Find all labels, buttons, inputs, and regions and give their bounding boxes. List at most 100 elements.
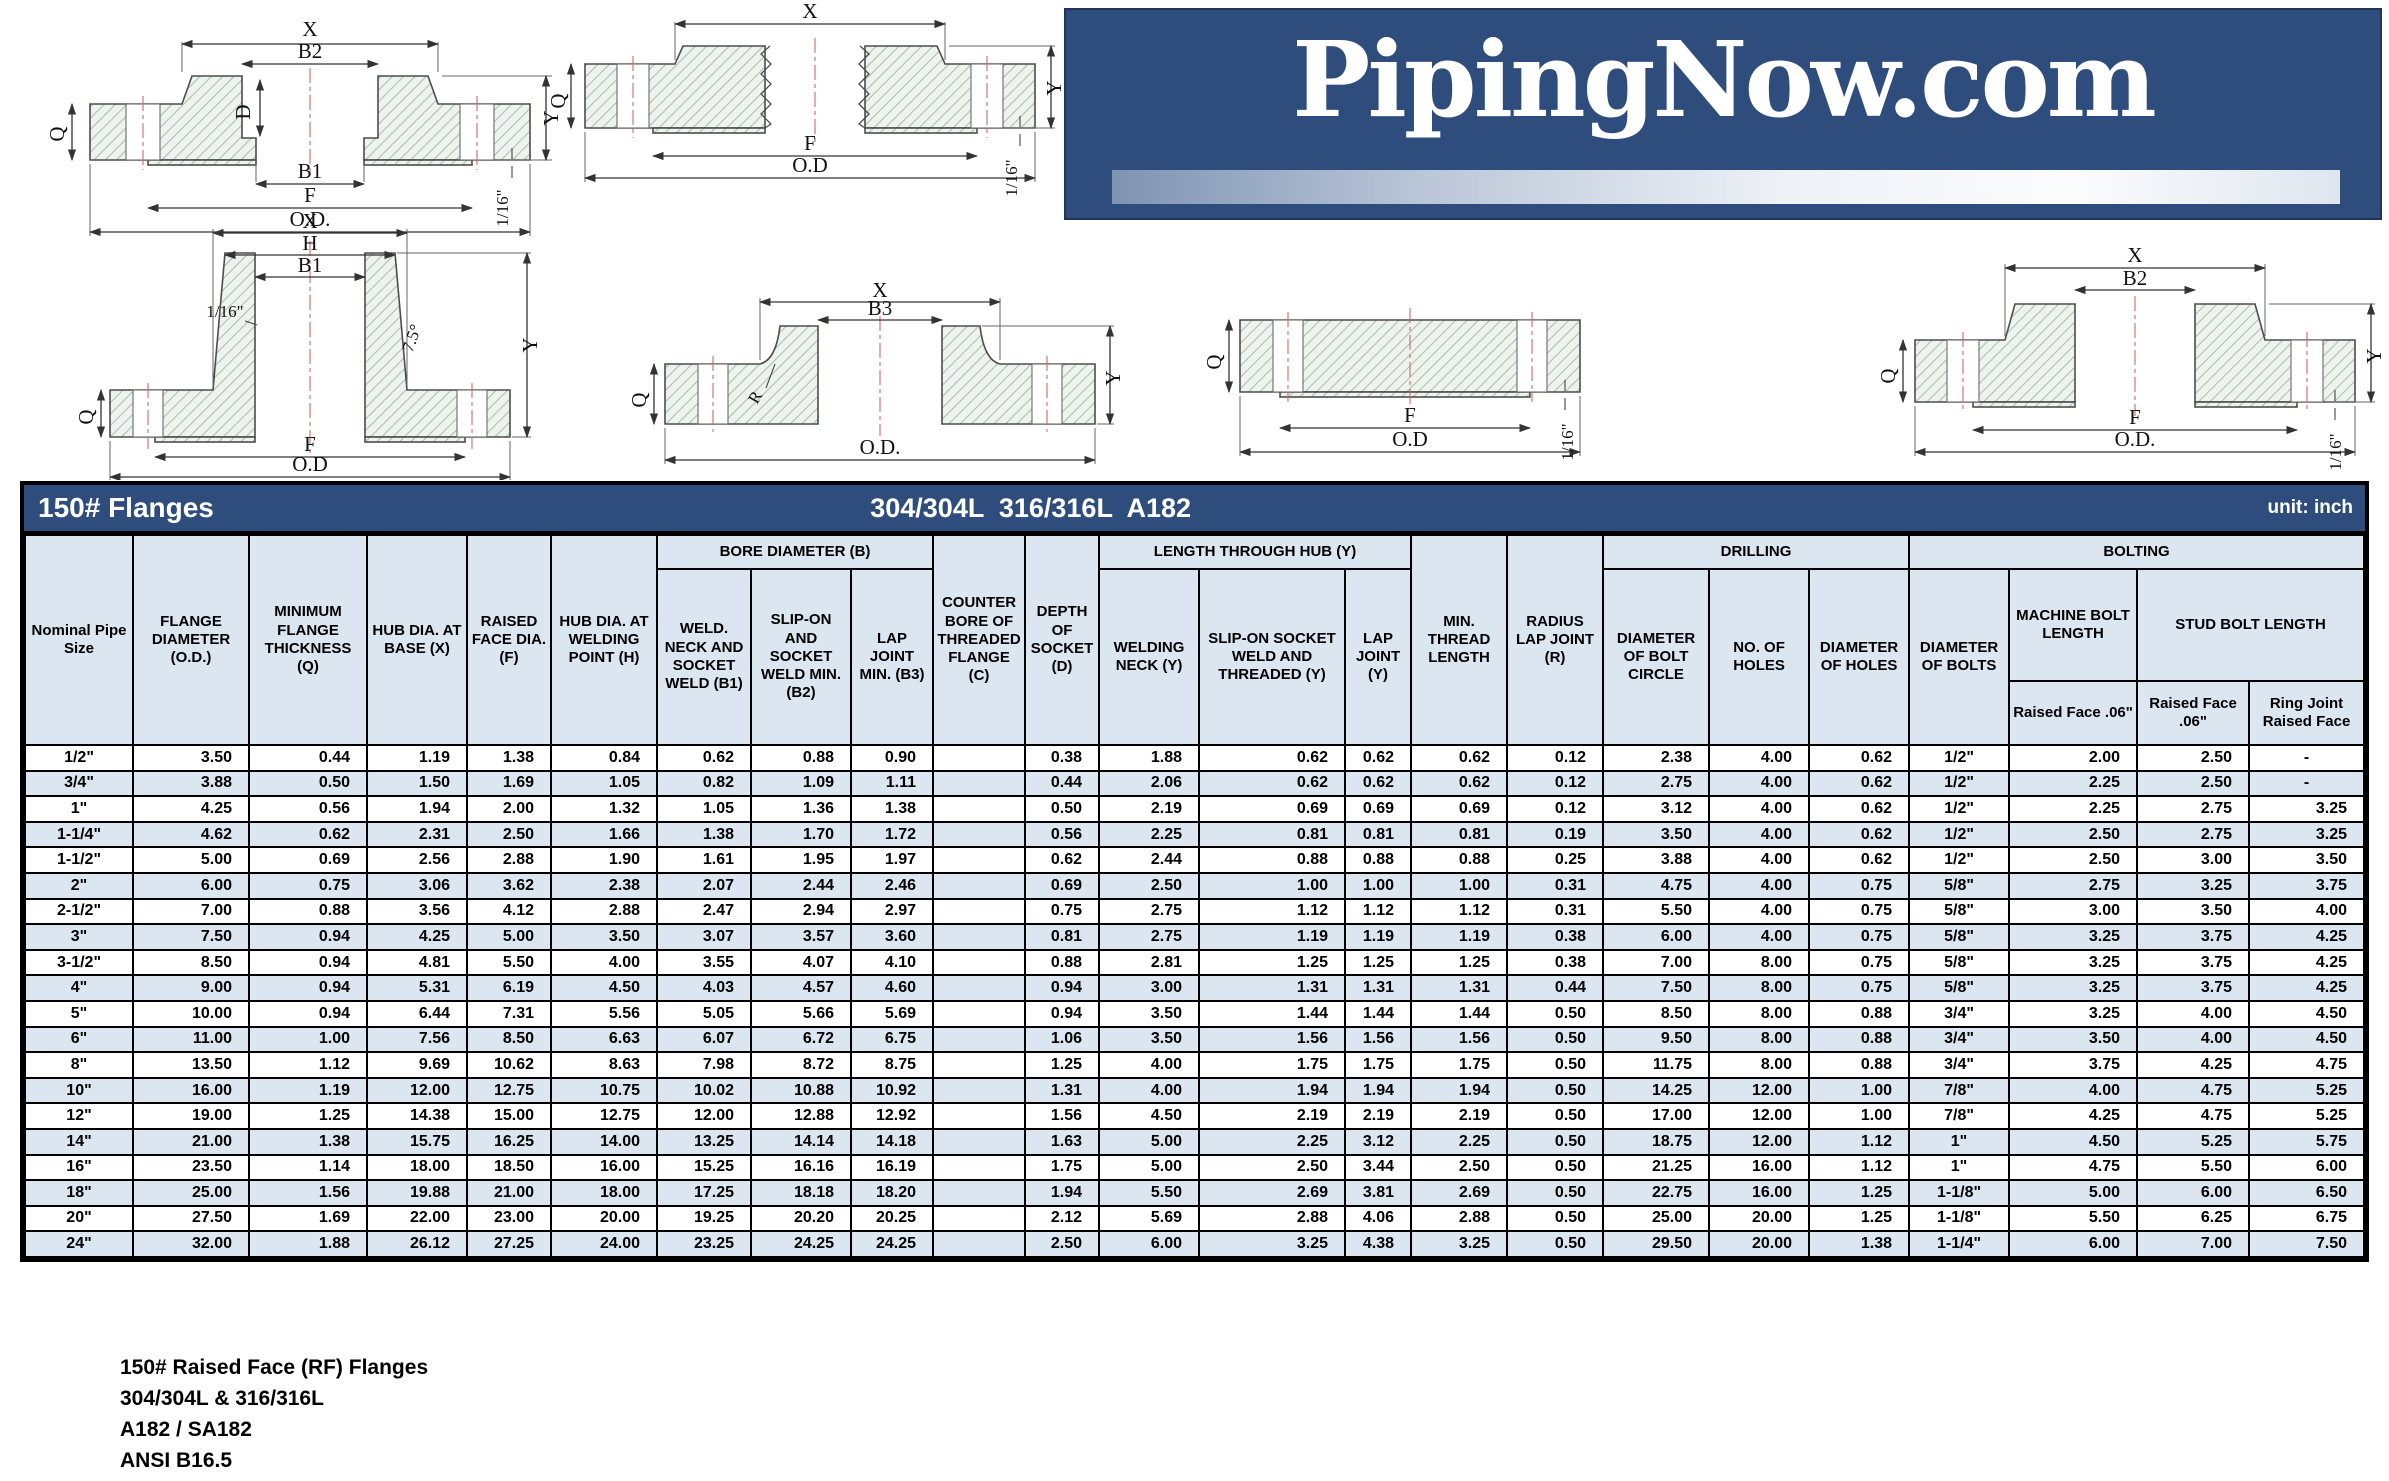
table-cell: 4.50 — [2248, 1025, 2365, 1054]
table-cell: 5.00 — [1098, 1153, 1201, 1182]
dim-label: Q — [1202, 354, 1226, 369]
table-cell: 10.75 — [550, 1076, 658, 1105]
table-cell: 1" — [1908, 1153, 2011, 1182]
table-cell: 0.75 — [1808, 897, 1911, 926]
table-row: 3/4" 3.88 0.50 1.50 1.69 1.05 0.82 1.09 1.11 0.44… — [24, 769, 2365, 798]
table-cell: 7.50 — [132, 923, 250, 951]
col-header-diameter-of-holes: DIAMETER OF HOLES — [1808, 568, 1911, 746]
table-cell: 12.00 — [1708, 1076, 1811, 1105]
table-cell: 24.00 — [550, 1230, 658, 1258]
table-row: 1" 4.25 0.56 1.94 2.00 1.32 1.05 1.36 1.38 0.50 2.… — [24, 795, 2365, 823]
table-cell: 1.88 — [248, 1230, 368, 1258]
footer-line: 150# Raised Face (RF) Flanges — [120, 1356, 429, 1379]
table-cell: 3.25 — [2248, 795, 2365, 823]
table-cell: 2.88 — [550, 897, 658, 926]
table-cell: 5.50 — [1098, 1179, 1201, 1207]
table-cell: - — [2248, 744, 2365, 772]
table-cell: 21.25 — [1602, 1153, 1711, 1182]
table-cell: 20.00 — [1708, 1230, 1811, 1258]
table-cell: 2.75 — [1602, 769, 1711, 798]
dim-label: F — [1404, 403, 1416, 427]
table-cell — [932, 1179, 1027, 1207]
table-cell: 0.69 — [248, 846, 368, 874]
footer-line: A182 / SA182 — [120, 1418, 252, 1441]
table-cell: 3.50 — [2008, 1025, 2139, 1054]
table-cell: 1.56 — [1344, 1025, 1413, 1054]
table-row: 18" 25.00 1.56 19.88 21.00 18.00 17.25 18.18 18.… — [24, 1179, 2365, 1207]
table-cell: 2.19 — [1198, 1102, 1347, 1130]
col-header-radius-lap-joint: RADIUS LAP JOINT (R) — [1506, 534, 1605, 746]
table-cell: 0.12 — [1506, 795, 1605, 823]
dim-label: D — [231, 104, 255, 119]
dim-label: 1/16" — [1558, 423, 1577, 460]
table-row: 24" 32.00 1.88 26.12 27.25 24.00 23.25 24.25 24.… — [24, 1230, 2365, 1258]
table-cell: 3.88 — [1602, 846, 1711, 874]
table-row: 3-1/2" 8.50 0.94 4.81 5.50 4.00 3.55 4.07 4.10 0.… — [24, 948, 2365, 977]
table-cell: 4.10 — [849, 948, 935, 977]
table-cell: 5/8" — [1908, 871, 2011, 900]
table-cell: 0.81 — [1410, 820, 1509, 849]
table-cell: 2.00 — [466, 795, 552, 823]
table-cell: 4.75 — [1602, 871, 1711, 900]
table-cell: 1.44 — [1198, 999, 1347, 1028]
table-cell: 5.56 — [550, 999, 658, 1028]
table-row: 10" 16.00 1.19 12.00 12.75 10.75 10.02 10.88 10.… — [24, 1076, 2365, 1105]
table-cell: 3.12 — [1602, 795, 1711, 823]
table-cell: 0.62 — [1344, 744, 1413, 772]
table-cell: 0.38 — [1024, 744, 1101, 772]
table-cell: 3.56 — [366, 897, 468, 926]
table-cell: 1.36 — [750, 795, 852, 823]
dim-label: Y — [518, 337, 542, 352]
table-cell: 0.81 — [1024, 923, 1101, 951]
table-cell: 1.00 — [1808, 1076, 1911, 1105]
table-cell: 3/4" — [1908, 999, 2011, 1028]
table-cell: 4" — [24, 974, 134, 1002]
table-cell: 3.50 — [1098, 999, 1201, 1028]
table-cell: 0.44 — [1024, 769, 1101, 798]
table-cell: 4.25 — [2008, 1102, 2139, 1130]
table-cell: 5.75 — [2248, 1127, 2365, 1156]
table-cell: 1" — [24, 795, 134, 823]
table-cell: 2.50 — [2136, 769, 2251, 798]
table-cell: 1.38 — [1808, 1230, 1911, 1258]
table-cell: 0.12 — [1506, 744, 1605, 772]
table-cell: 3.00 — [1098, 974, 1201, 1002]
table-cell: 0.44 — [1506, 974, 1605, 1002]
table-cell: 8.00 — [1708, 974, 1811, 1002]
table-cell: 1.88 — [1098, 744, 1201, 772]
table-cell: 3.50 — [1602, 820, 1711, 849]
dim-label: O.D — [792, 153, 828, 177]
table-cell: 6.07 — [656, 1025, 752, 1054]
dim-label: O.D. — [860, 435, 901, 459]
table-cell: 0.88 — [1808, 1051, 1911, 1079]
table-cell: 1.90 — [550, 846, 658, 874]
table-cell: 2.44 — [750, 871, 852, 900]
table-cell: 0.88 — [1808, 1025, 1911, 1054]
flange-table-body: 1/2" 3.50 0.44 1.19 1.38 0.84 0.62 0.88 0.90 0.38… — [24, 744, 2365, 1258]
dim-label: Y — [1101, 370, 1125, 385]
dim-label: Q — [45, 126, 69, 141]
table-cell: 1.44 — [1410, 999, 1509, 1028]
table-cell: 0.56 — [1024, 820, 1101, 849]
table-cell: 5.69 — [849, 999, 935, 1028]
table-cell: 5.50 — [1602, 897, 1711, 926]
table-cell: 1.44 — [1344, 999, 1413, 1028]
table-cell: 0.88 — [248, 897, 368, 926]
table-cell: 5.31 — [366, 974, 468, 1002]
logo-text: PipingNow.com — [1292, 18, 2157, 141]
table-cell: 24.25 — [750, 1230, 852, 1258]
table-cell: 6.44 — [366, 999, 468, 1028]
table-cell: 7.31 — [466, 999, 552, 1028]
table-cell: 0.82 — [656, 769, 752, 798]
table-cell — [932, 923, 1027, 951]
table-cell: 1.38 — [248, 1127, 368, 1156]
table-cell: 32.00 — [132, 1230, 250, 1258]
table-cell: 6.00 — [1098, 1230, 1201, 1258]
table-cell: 3.50 — [1098, 1025, 1201, 1054]
table-cell: 14.25 — [1602, 1076, 1711, 1105]
table-cell: 0.75 — [1024, 897, 1101, 926]
table-cell — [932, 795, 1027, 823]
table-cell: 1.12 — [1198, 897, 1347, 926]
table-cell: 3.25 — [2136, 871, 2251, 900]
table-cell: 4.06 — [1344, 1204, 1413, 1233]
